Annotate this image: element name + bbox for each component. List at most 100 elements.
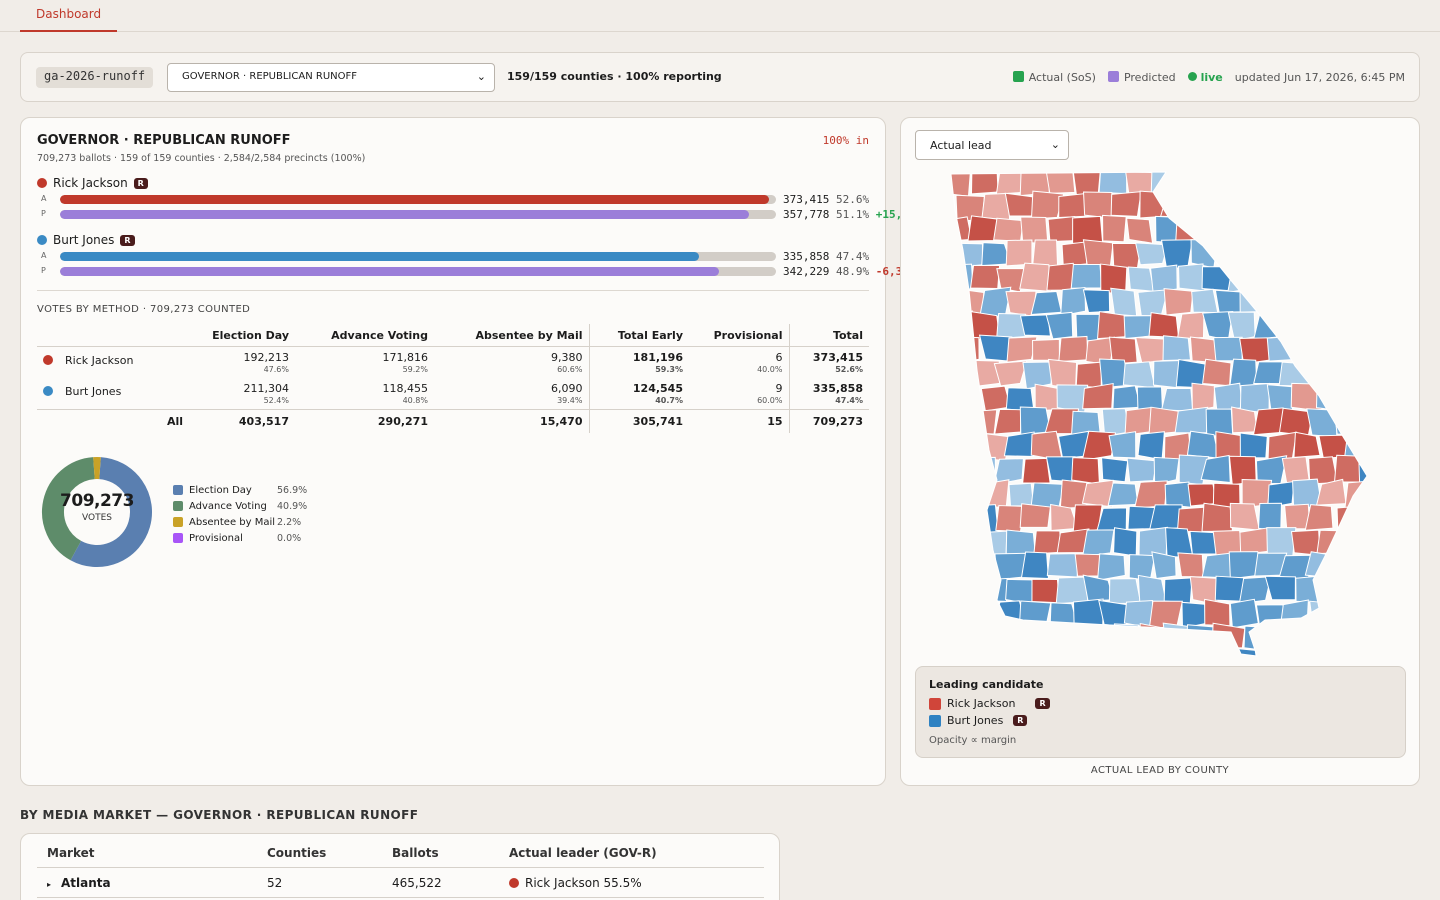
county-shape[interactable]	[1358, 456, 1381, 486]
county-shape[interactable]	[1372, 335, 1381, 362]
county-shape[interactable]	[1308, 214, 1338, 245]
county-shape[interactable]	[1359, 214, 1381, 246]
county-shape[interactable]	[1239, 432, 1268, 459]
county-shape[interactable]	[1201, 502, 1234, 532]
county-shape[interactable]	[1358, 170, 1381, 198]
county-shape[interactable]	[1060, 286, 1087, 317]
county-shape[interactable]	[1059, 479, 1088, 509]
county-shape[interactable]	[1342, 627, 1375, 654]
county-shape[interactable]	[1004, 192, 1036, 217]
county-shape[interactable]	[1239, 239, 1270, 270]
county-shape[interactable]	[1370, 530, 1381, 555]
county-shape[interactable]	[945, 553, 974, 577]
county-shape[interactable]	[1082, 289, 1111, 313]
county-shape[interactable]	[1006, 336, 1038, 363]
county-shape[interactable]	[1126, 457, 1158, 483]
county-shape[interactable]	[1055, 576, 1089, 605]
county-shape[interactable]	[1019, 503, 1051, 528]
county-shape[interactable]	[1187, 483, 1217, 507]
county-shape[interactable]	[1319, 191, 1347, 219]
county-shape[interactable]	[1191, 382, 1216, 412]
county-shape[interactable]	[1306, 648, 1339, 658]
county-shape[interactable]	[1149, 504, 1183, 530]
county-shape[interactable]	[1336, 215, 1363, 242]
county-shape[interactable]	[1003, 431, 1035, 457]
county-shape[interactable]	[1137, 574, 1167, 603]
county-shape[interactable]	[1316, 529, 1351, 555]
county-shape[interactable]	[1108, 336, 1138, 365]
county-shape[interactable]	[982, 577, 1009, 602]
county-shape[interactable]	[1255, 604, 1286, 630]
county-shape[interactable]	[1213, 240, 1243, 267]
county-shape[interactable]	[943, 359, 973, 387]
county-shape[interactable]	[1126, 217, 1154, 244]
county-shape[interactable]	[1258, 502, 1282, 532]
county-shape[interactable]	[1110, 287, 1138, 317]
county-shape[interactable]	[1008, 624, 1039, 653]
county-shape[interactable]	[1315, 383, 1347, 412]
county-shape[interactable]	[1058, 192, 1089, 219]
county-shape[interactable]	[1134, 242, 1169, 266]
county-shape[interactable]	[1343, 335, 1373, 364]
county-shape[interactable]	[1255, 263, 1284, 292]
county-shape[interactable]	[1020, 650, 1053, 658]
expand-chevron-icon[interactable]: ▸	[47, 880, 52, 889]
county-shape[interactable]	[993, 217, 1024, 242]
county-shape[interactable]	[1343, 575, 1371, 605]
county-shape[interactable]	[1214, 289, 1243, 313]
county-shape[interactable]	[1032, 239, 1059, 268]
county-shape[interactable]	[942, 406, 974, 438]
county-shape[interactable]	[1239, 527, 1270, 556]
county-shape[interactable]	[1309, 600, 1334, 630]
county-shape[interactable]	[1332, 170, 1362, 197]
county-shape[interactable]	[1107, 482, 1139, 507]
county-shape[interactable]	[1150, 170, 1181, 198]
county-shape[interactable]	[1033, 530, 1062, 555]
county-shape[interactable]	[952, 433, 984, 458]
county-shape[interactable]	[994, 408, 1022, 435]
county-shape[interactable]	[1213, 382, 1243, 412]
county-shape[interactable]	[1307, 358, 1339, 390]
county-shape[interactable]	[981, 530, 1008, 557]
tab-dashboard[interactable]: Dashboard	[20, 0, 118, 32]
county-shape[interactable]	[1163, 288, 1194, 316]
county-shape[interactable]	[1291, 286, 1321, 318]
county-shape[interactable]	[1030, 290, 1063, 316]
county-shape[interactable]	[1045, 456, 1076, 483]
county-shape[interactable]	[1330, 312, 1362, 340]
race-select[interactable]: GOVERNOR · REPUBLICAN RUNOFF ⌄	[167, 63, 495, 92]
county-shape[interactable]	[1337, 552, 1362, 581]
county-shape[interactable]	[1112, 385, 1142, 410]
county-shape[interactable]	[1110, 623, 1139, 652]
county-shape[interactable]	[1005, 239, 1033, 267]
county-shape[interactable]	[1162, 335, 1192, 362]
county-shape[interactable]	[1098, 649, 1131, 658]
county-shape[interactable]	[969, 647, 1001, 658]
county-shape[interactable]	[1306, 408, 1338, 438]
county-shape[interactable]	[1343, 531, 1372, 558]
county-shape[interactable]	[1102, 214, 1127, 243]
county-shape[interactable]	[1372, 195, 1381, 221]
county-shape[interactable]	[981, 192, 1011, 221]
county-shape[interactable]	[1108, 431, 1137, 459]
county-shape[interactable]	[1280, 599, 1309, 630]
county-shape[interactable]	[1204, 598, 1231, 627]
county-shape[interactable]	[1082, 239, 1114, 269]
county-shape[interactable]	[1280, 217, 1307, 244]
county-shape[interactable]	[1255, 170, 1282, 194]
county-shape[interactable]	[1113, 527, 1138, 557]
county-shape[interactable]	[942, 454, 975, 485]
county-shape[interactable]	[977, 625, 1007, 649]
county-shape[interactable]	[1205, 170, 1233, 197]
county-shape[interactable]	[1268, 239, 1298, 264]
county-shape[interactable]	[1231, 215, 1261, 245]
county-shape[interactable]	[1281, 262, 1310, 294]
county-shape[interactable]	[1005, 529, 1036, 556]
county-shape[interactable]	[1191, 288, 1219, 314]
county-shape[interactable]	[1031, 578, 1060, 604]
county-shape[interactable]	[946, 310, 973, 338]
county-shape[interactable]	[953, 384, 981, 411]
county-shape[interactable]	[1317, 575, 1351, 602]
county-shape[interactable]	[1189, 530, 1217, 555]
county-shape[interactable]	[1045, 651, 1076, 658]
